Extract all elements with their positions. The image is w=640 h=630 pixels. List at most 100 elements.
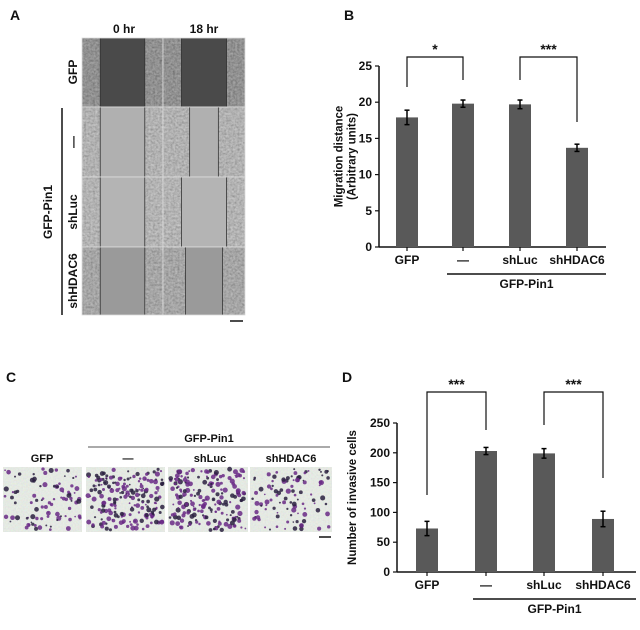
stained-cell: [203, 499, 206, 502]
y-tick-label: 50: [377, 535, 391, 549]
stained-cell: [291, 507, 297, 513]
stained-cell: [202, 479, 208, 485]
stained-cell: [229, 514, 232, 517]
stained-cell: [220, 488, 223, 491]
stained-cell: [325, 511, 330, 517]
stained-cell: [101, 487, 106, 491]
stained-cell: [61, 496, 66, 501]
chart-b-migration: 0 5 10 15 20 25 Migration distance (Arbitrary u…: [334, 41, 606, 291]
stained-cell: [293, 468, 296, 471]
stained-cell: [210, 482, 213, 486]
stained-cell: [41, 497, 45, 500]
group-label: GFP-Pin1: [499, 277, 553, 291]
stained-cell: [303, 471, 307, 475]
stained-cell: [264, 508, 267, 511]
stained-cell: [160, 482, 164, 486]
stained-cell: [109, 503, 113, 507]
stained-cell: [204, 515, 209, 520]
stained-cell: [198, 522, 201, 526]
stained-cell: [210, 474, 216, 480]
stained-cell: [214, 526, 217, 528]
stained-cell: [137, 498, 141, 502]
stained-cell: [221, 502, 225, 506]
stained-cell: [144, 513, 149, 518]
stained-cell: [146, 499, 150, 504]
stained-cell: [182, 495, 185, 498]
stained-cell: [106, 516, 112, 522]
stained-cell: [315, 507, 321, 513]
row-label-gfp: GFP: [66, 60, 80, 85]
stained-cell: [135, 488, 137, 490]
stained-cell: [46, 510, 51, 516]
stained-cell: [114, 507, 117, 510]
stained-cell: [151, 512, 154, 515]
stained-cell: [303, 507, 307, 510]
y-tick-label: 100: [370, 505, 390, 519]
stained-cell: [177, 480, 181, 484]
column-label-18hr: 18 hr: [190, 22, 219, 36]
stained-cell: [157, 489, 159, 492]
stained-cell: [254, 509, 259, 515]
stained-cell: [281, 477, 286, 482]
significance-stars: ***: [448, 376, 465, 392]
bar-0: [396, 117, 418, 248]
stained-cell: [182, 477, 188, 483]
stained-cell: [292, 526, 298, 531]
stained-cell: [48, 467, 54, 473]
stained-cell: [237, 518, 242, 523]
stained-cell: [14, 475, 17, 478]
stained-cell: [153, 479, 158, 485]
stained-cell: [128, 483, 131, 486]
wound-gap: [185, 247, 223, 315]
stained-cell: [130, 525, 136, 531]
stained-cell: [179, 518, 185, 523]
stained-cell: [177, 477, 180, 480]
stained-cell: [260, 504, 263, 507]
stained-cell: [119, 476, 123, 480]
stained-cell: [29, 477, 35, 483]
stained-cell: [30, 514, 36, 520]
stained-cell: [145, 524, 150, 529]
stained-cell: [307, 469, 310, 472]
stained-cell: [176, 475, 179, 478]
stained-cell: [217, 521, 222, 526]
stained-cell: [193, 494, 197, 498]
stained-cell: [254, 500, 260, 506]
stained-cell: [146, 478, 150, 482]
stained-cell: [324, 502, 328, 506]
stained-cell: [135, 503, 141, 508]
stained-cell: [232, 517, 237, 522]
stained-cell: [67, 506, 72, 511]
stained-cell: [252, 516, 257, 521]
stained-cell: [111, 518, 116, 523]
stained-cell: [275, 514, 280, 519]
stained-cell: [310, 493, 313, 496]
stained-cell: [97, 489, 102, 495]
stained-cell: [66, 492, 72, 498]
stained-cell: [311, 498, 316, 503]
stained-cell: [200, 509, 204, 514]
stained-cell: [174, 477, 179, 482]
stained-cell: [87, 475, 91, 479]
stained-cell: [127, 494, 130, 497]
stained-cell: [186, 510, 190, 515]
stained-cell: [276, 490, 282, 496]
stained-cell: [115, 488, 120, 493]
stained-cell: [271, 479, 274, 483]
stained-cell: [208, 528, 213, 532]
stained-cell: [109, 488, 115, 494]
stained-cell: [198, 495, 203, 500]
stained-cell: [146, 507, 152, 513]
micrograph-1-0: [81, 106, 164, 178]
stained-cell: [98, 477, 103, 482]
stained-cell: [135, 471, 140, 477]
stained-cell: [60, 496, 63, 499]
bar-1: [475, 451, 497, 572]
stained-cell: [278, 501, 281, 504]
stained-cell: [237, 493, 242, 498]
panel-a-wound-healing: 0 hr 18 hr GFP — shLuc shHDAC6 GFP-Pin1: [41, 22, 246, 322]
panel-letter-c: C: [6, 369, 16, 385]
stained-cell: [275, 493, 279, 497]
y-axis-label: (Arbitrary units): [347, 113, 359, 200]
